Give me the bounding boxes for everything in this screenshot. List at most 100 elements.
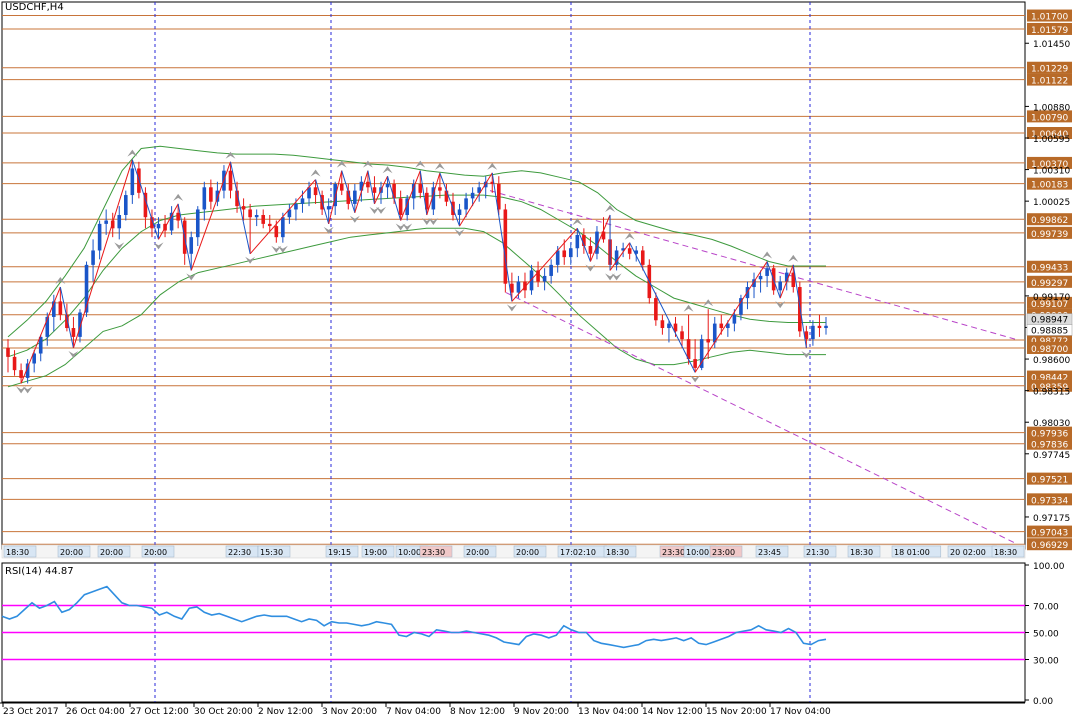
level-label-bg-20: [1027, 472, 1072, 485]
candle-body: [91, 250, 95, 265]
candle-body: [333, 183, 337, 207]
candle: [739, 294, 743, 321]
level-label-bg-3: [1027, 73, 1072, 86]
time-strip-label-19: 18:30: [850, 548, 873, 557]
level-label-bg-5: [1027, 127, 1072, 139]
level-label-12: 0.99107: [1031, 300, 1068, 310]
candle-body: [411, 183, 416, 199]
candle: [431, 181, 436, 215]
fractal-down-marker: [369, 206, 380, 214]
candle: [549, 259, 553, 284]
candle: [398, 190, 403, 221]
candle: [12, 350, 17, 376]
time-strip-cell-3: [141, 545, 175, 558]
time-strip-label-11: 20:00: [516, 548, 539, 557]
candle-body: [300, 198, 305, 204]
time-strip-cell-17: [755, 545, 789, 558]
x-label-9: 13 Nov 04:00: [578, 707, 639, 717]
zigzag-segment: [131, 159, 159, 240]
candle-body: [58, 301, 63, 315]
time-strip-label-22: 18:30: [994, 548, 1017, 557]
level-label-bg-0: [1027, 9, 1072, 22]
candle-body: [294, 203, 298, 210]
candle-body: [549, 264, 553, 276]
candle-body: [287, 209, 292, 218]
time-strip-label-8: 10:00: [398, 548, 421, 557]
time-strip-cell-13: [603, 545, 637, 558]
zigzag-segment: [190, 161, 231, 271]
candle-body: [582, 234, 586, 247]
candle: [38, 334, 43, 362]
time-strip-cell-5: [257, 545, 291, 558]
fractal-down-marker: [611, 273, 622, 281]
bollinger-upper-line: [7, 145, 826, 338]
candle-body: [438, 187, 442, 191]
candle: [222, 165, 226, 199]
time-strip-label-2: 20:00: [100, 548, 123, 557]
candle: [32, 350, 36, 373]
candle-body: [706, 339, 711, 343]
rsi-line: [1, 585, 827, 649]
candle: [660, 314, 665, 335]
candle: [457, 203, 462, 227]
candle: [667, 320, 671, 343]
candle-body: [19, 370, 23, 378]
candle-body: [150, 217, 154, 229]
fractal-down-marker: [506, 304, 517, 312]
x-label-5: 3 Nov 20:00: [322, 707, 377, 717]
candle: [699, 334, 704, 371]
candle: [91, 239, 95, 282]
fractal-down-marker: [22, 386, 33, 394]
level-label-bg-19: [1027, 437, 1072, 450]
candle: [189, 231, 194, 271]
fractal-down-marker: [271, 245, 282, 253]
time-strip-label-12: 17:02:10: [560, 548, 596, 557]
candle: [326, 198, 331, 224]
candle-body: [405, 198, 409, 215]
candle-body: [353, 190, 357, 204]
x-label-6: 7 Nov 04:00: [386, 707, 441, 717]
time-strip-cell-2: [97, 545, 131, 558]
price-tick-11: 0.97175: [1033, 514, 1070, 524]
fractal-up-marker: [683, 304, 694, 312]
candle: [372, 176, 377, 204]
candle: [621, 242, 625, 258]
candle-body: [143, 192, 148, 218]
candle: [680, 325, 684, 348]
level-label-1: 1.01579: [1031, 26, 1068, 36]
level-label-2: 1.01229: [1031, 65, 1068, 75]
trend-channel-upper: [489, 190, 1016, 340]
candle: [575, 228, 580, 258]
level-label-bg-8: [1027, 213, 1072, 226]
candle: [25, 359, 30, 384]
x-label-8: 9 Nov 20:00: [514, 707, 569, 717]
fractal-down-marker: [395, 223, 406, 231]
zigzag-segment: [576, 228, 591, 262]
price-tick-0: 1.01450: [1033, 40, 1070, 50]
candle: [542, 268, 547, 291]
candle-body: [778, 281, 782, 291]
level-label-bg-18: [1027, 426, 1072, 439]
fractal-up-marker: [310, 169, 321, 177]
candle-body: [562, 250, 567, 258]
candle-body: [45, 316, 50, 337]
candle: [490, 172, 495, 193]
candle: [752, 272, 756, 299]
price-tick-2: 1.00595: [1033, 135, 1070, 145]
price-tick-8: 0.98315: [1033, 388, 1070, 398]
candle: [510, 272, 514, 302]
candle-body: [398, 198, 403, 215]
candle-body: [791, 272, 796, 288]
candle: [97, 220, 102, 260]
time-strip-cell-19: [847, 545, 881, 558]
level-label-bg-4: [1027, 110, 1072, 123]
fractal-down-marker: [349, 215, 360, 223]
candle: [235, 181, 239, 213]
candle: [195, 206, 200, 247]
candle-body: [739, 298, 743, 315]
rsi-title: RSI(14) 44.87: [5, 566, 74, 577]
time-strip-label-18: 21:30: [806, 548, 829, 557]
candle-body: [235, 190, 239, 207]
